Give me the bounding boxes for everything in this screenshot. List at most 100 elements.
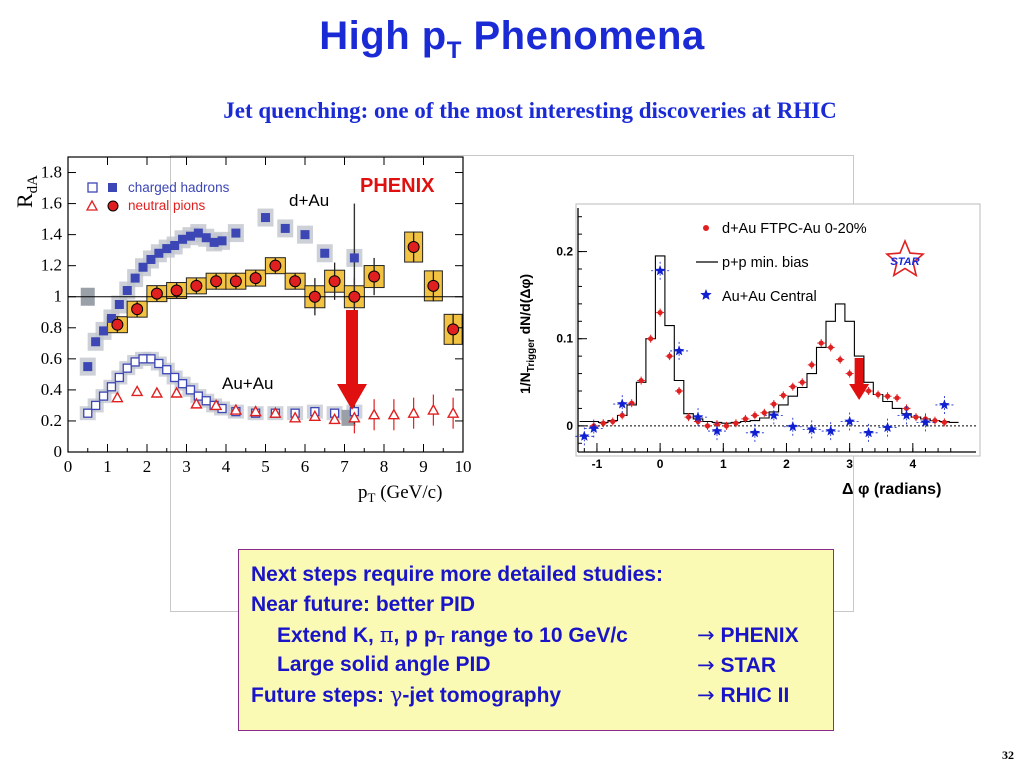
dau-point xyxy=(771,401,777,407)
dau-point xyxy=(903,405,910,412)
x-tick-label: 6 xyxy=(301,457,310,476)
dau-point xyxy=(685,414,692,420)
dau-charged-point xyxy=(130,273,140,283)
x-tick-label: 1 xyxy=(720,457,727,471)
x-axis-title: pT (GeV/c) xyxy=(358,482,442,505)
x-tick-label: 3 xyxy=(182,457,191,476)
auau-star-point xyxy=(901,409,912,420)
auau-charged-point xyxy=(130,357,140,367)
legend-label-charged: charged hadrons xyxy=(128,180,230,195)
slide-title: High pT Phenomena xyxy=(0,14,1024,65)
dau-point xyxy=(629,400,635,406)
x-tick-label: 4 xyxy=(222,457,231,476)
auau-star-point xyxy=(588,423,599,433)
star-logo-text: STAR xyxy=(890,256,919,268)
x-axis-title-sub: T xyxy=(368,490,376,505)
auau-pion-point xyxy=(446,406,460,418)
notes-line-4: Large solid angle PID → STAR xyxy=(251,650,821,680)
dau-point xyxy=(723,423,730,429)
suppression-arrow-head xyxy=(337,384,367,410)
dau-charged-point xyxy=(178,234,188,244)
dau-point xyxy=(780,392,786,398)
slide-subtitle: Jet quenching: one of the most interesti… xyxy=(223,98,837,123)
dau-charged-point xyxy=(154,248,164,258)
dau-point xyxy=(742,416,749,422)
auau-charged-point xyxy=(177,379,188,389)
dau-pion-point xyxy=(229,275,242,288)
dau-pion-point xyxy=(427,279,440,292)
dau-charged-point xyxy=(91,337,101,347)
title-subscript: T xyxy=(446,37,462,64)
auau-pion-point xyxy=(427,403,440,415)
notes-line-5: Future steps: γ-jet tomography → RHIC II xyxy=(251,680,821,710)
dau-pion-point xyxy=(210,275,223,288)
legend-open-triangle-marker xyxy=(85,199,99,211)
legend-auau-star xyxy=(700,289,712,300)
dau-point xyxy=(894,395,900,401)
dau-charged-point xyxy=(280,223,290,233)
x-tick-label: 7 xyxy=(340,457,349,476)
notes-line-3: Extend K, π, p pT range to 10 GeV/c → PHE… xyxy=(251,620,821,650)
auau-pion-point xyxy=(249,405,262,417)
dau-point xyxy=(714,421,720,427)
dau-pion-point xyxy=(447,323,460,336)
dau-point xyxy=(884,393,891,399)
auau-star-point xyxy=(882,422,893,432)
auau-star-point xyxy=(768,409,780,420)
dau-charged-point xyxy=(217,236,227,246)
auau-star-point xyxy=(654,265,666,276)
star-logo-icon xyxy=(884,238,926,278)
dau-pion-point xyxy=(308,290,321,303)
auau-star-point xyxy=(920,416,931,427)
auau-star-point xyxy=(844,416,855,426)
auau-charged-point xyxy=(201,396,211,406)
x-axis-title-main: p xyxy=(358,482,368,503)
y-axis-title-main: 1/N xyxy=(517,372,533,394)
auau-pion-point xyxy=(111,391,124,403)
dau-pion-point xyxy=(368,270,381,283)
dau-charged-point xyxy=(99,326,109,336)
legend-label-dau: d+Au FTPC-Au 0-20% xyxy=(722,221,867,237)
dau-point xyxy=(752,412,758,418)
dau-point xyxy=(799,379,805,385)
right-arrow-icon: → xyxy=(697,623,715,647)
auau-charged-point xyxy=(138,354,148,364)
auau-pion-point xyxy=(308,409,322,421)
dau-point xyxy=(828,344,834,351)
dau-charged-point xyxy=(138,262,148,272)
y-axis-title: 1/NTrigger dN/d(Δφ) xyxy=(517,274,537,394)
rda-chart: 0 1 2 3 4 5 6 7 8 9 10 0 0.2 0.4 0.6 0.8 1 1.2 1.4 1.6 1.8 pT… xyxy=(12,156,472,505)
auau-charged-point xyxy=(106,382,117,392)
auau-pion-point xyxy=(229,403,243,415)
auau-charged-point xyxy=(114,372,124,383)
y-tick-label: 1 xyxy=(54,287,63,306)
notes-line-3-b: , p p xyxy=(393,624,437,647)
dau-point xyxy=(667,353,673,359)
y-axis-title: RdA xyxy=(12,175,41,208)
x-tick-label: 2 xyxy=(143,457,152,476)
auau-pion-point xyxy=(170,386,183,398)
dau-point xyxy=(790,384,796,390)
y-tick-label: 0.2 xyxy=(556,245,573,259)
dau-pion-point xyxy=(249,272,262,285)
dau-point xyxy=(913,414,919,420)
dau-pion-point xyxy=(190,279,203,292)
dau-point xyxy=(847,370,853,377)
x-tick-label: 8 xyxy=(380,457,389,476)
auau-label: Au+Au xyxy=(222,374,274,393)
dau-pion-point xyxy=(289,275,302,288)
dau-pion-point xyxy=(328,275,341,288)
y-tick-label: 0.4 xyxy=(41,380,63,399)
dau-point xyxy=(704,423,711,429)
notes-line-2: Near future: better PID xyxy=(251,593,476,616)
notes-gamma-symbol: γ xyxy=(389,683,403,707)
dau-point xyxy=(610,418,616,425)
auau-pion-point xyxy=(288,411,302,423)
auau-pion-point xyxy=(407,406,420,418)
dau-point xyxy=(837,357,843,363)
dau-point xyxy=(619,412,625,418)
auau-charged-point xyxy=(146,354,156,364)
dau-point xyxy=(648,336,654,342)
dau-charged-point xyxy=(209,237,219,247)
dau-charged-point xyxy=(83,362,93,372)
